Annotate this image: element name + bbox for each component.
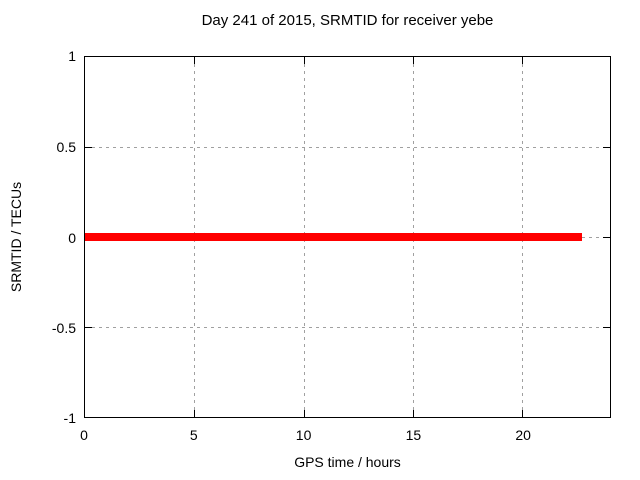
y-tick-label: -1 bbox=[63, 410, 76, 426]
y-tick-label: 1 bbox=[68, 48, 76, 64]
x-tick-label: 20 bbox=[515, 427, 531, 443]
tick-mark bbox=[603, 147, 610, 148]
srmtid-series-line bbox=[85, 233, 582, 241]
x-axis-tick-labels: 0 5 10 15 20 bbox=[80, 426, 611, 444]
tick-mark bbox=[413, 410, 415, 417]
tick-mark bbox=[194, 57, 196, 64]
y-axis-tick-labels: 1 0.5 0 -0.5 -1 bbox=[0, 0, 76, 480]
tick-mark bbox=[522, 57, 524, 64]
tick-mark bbox=[603, 237, 610, 238]
y-tick-label: -0.5 bbox=[51, 320, 76, 336]
tick-mark bbox=[194, 410, 196, 417]
tick-mark bbox=[85, 327, 92, 328]
h-gridline--0.5 bbox=[85, 327, 610, 328]
y-tick-label: 0.5 bbox=[56, 139, 76, 155]
tick-mark bbox=[303, 410, 305, 417]
tick-mark bbox=[85, 147, 92, 148]
plot-area bbox=[84, 56, 611, 418]
tick-mark bbox=[413, 57, 415, 64]
chart-title: Day 241 of 2015, SRMTID for receiver yeb… bbox=[201, 12, 494, 29]
tick-mark bbox=[303, 57, 305, 64]
y-tick-label: 0 bbox=[68, 230, 76, 246]
x-tick-label: 5 bbox=[189, 427, 198, 443]
x-tick-label: 15 bbox=[405, 427, 422, 443]
tick-mark bbox=[603, 327, 610, 328]
x-axis-label: GPS time / hours bbox=[294, 454, 401, 470]
x-tick-label: 10 bbox=[295, 427, 312, 443]
tick-mark bbox=[522, 410, 524, 417]
x-tick-label: 0 bbox=[80, 427, 88, 443]
h-gridline-0.5 bbox=[85, 147, 610, 148]
